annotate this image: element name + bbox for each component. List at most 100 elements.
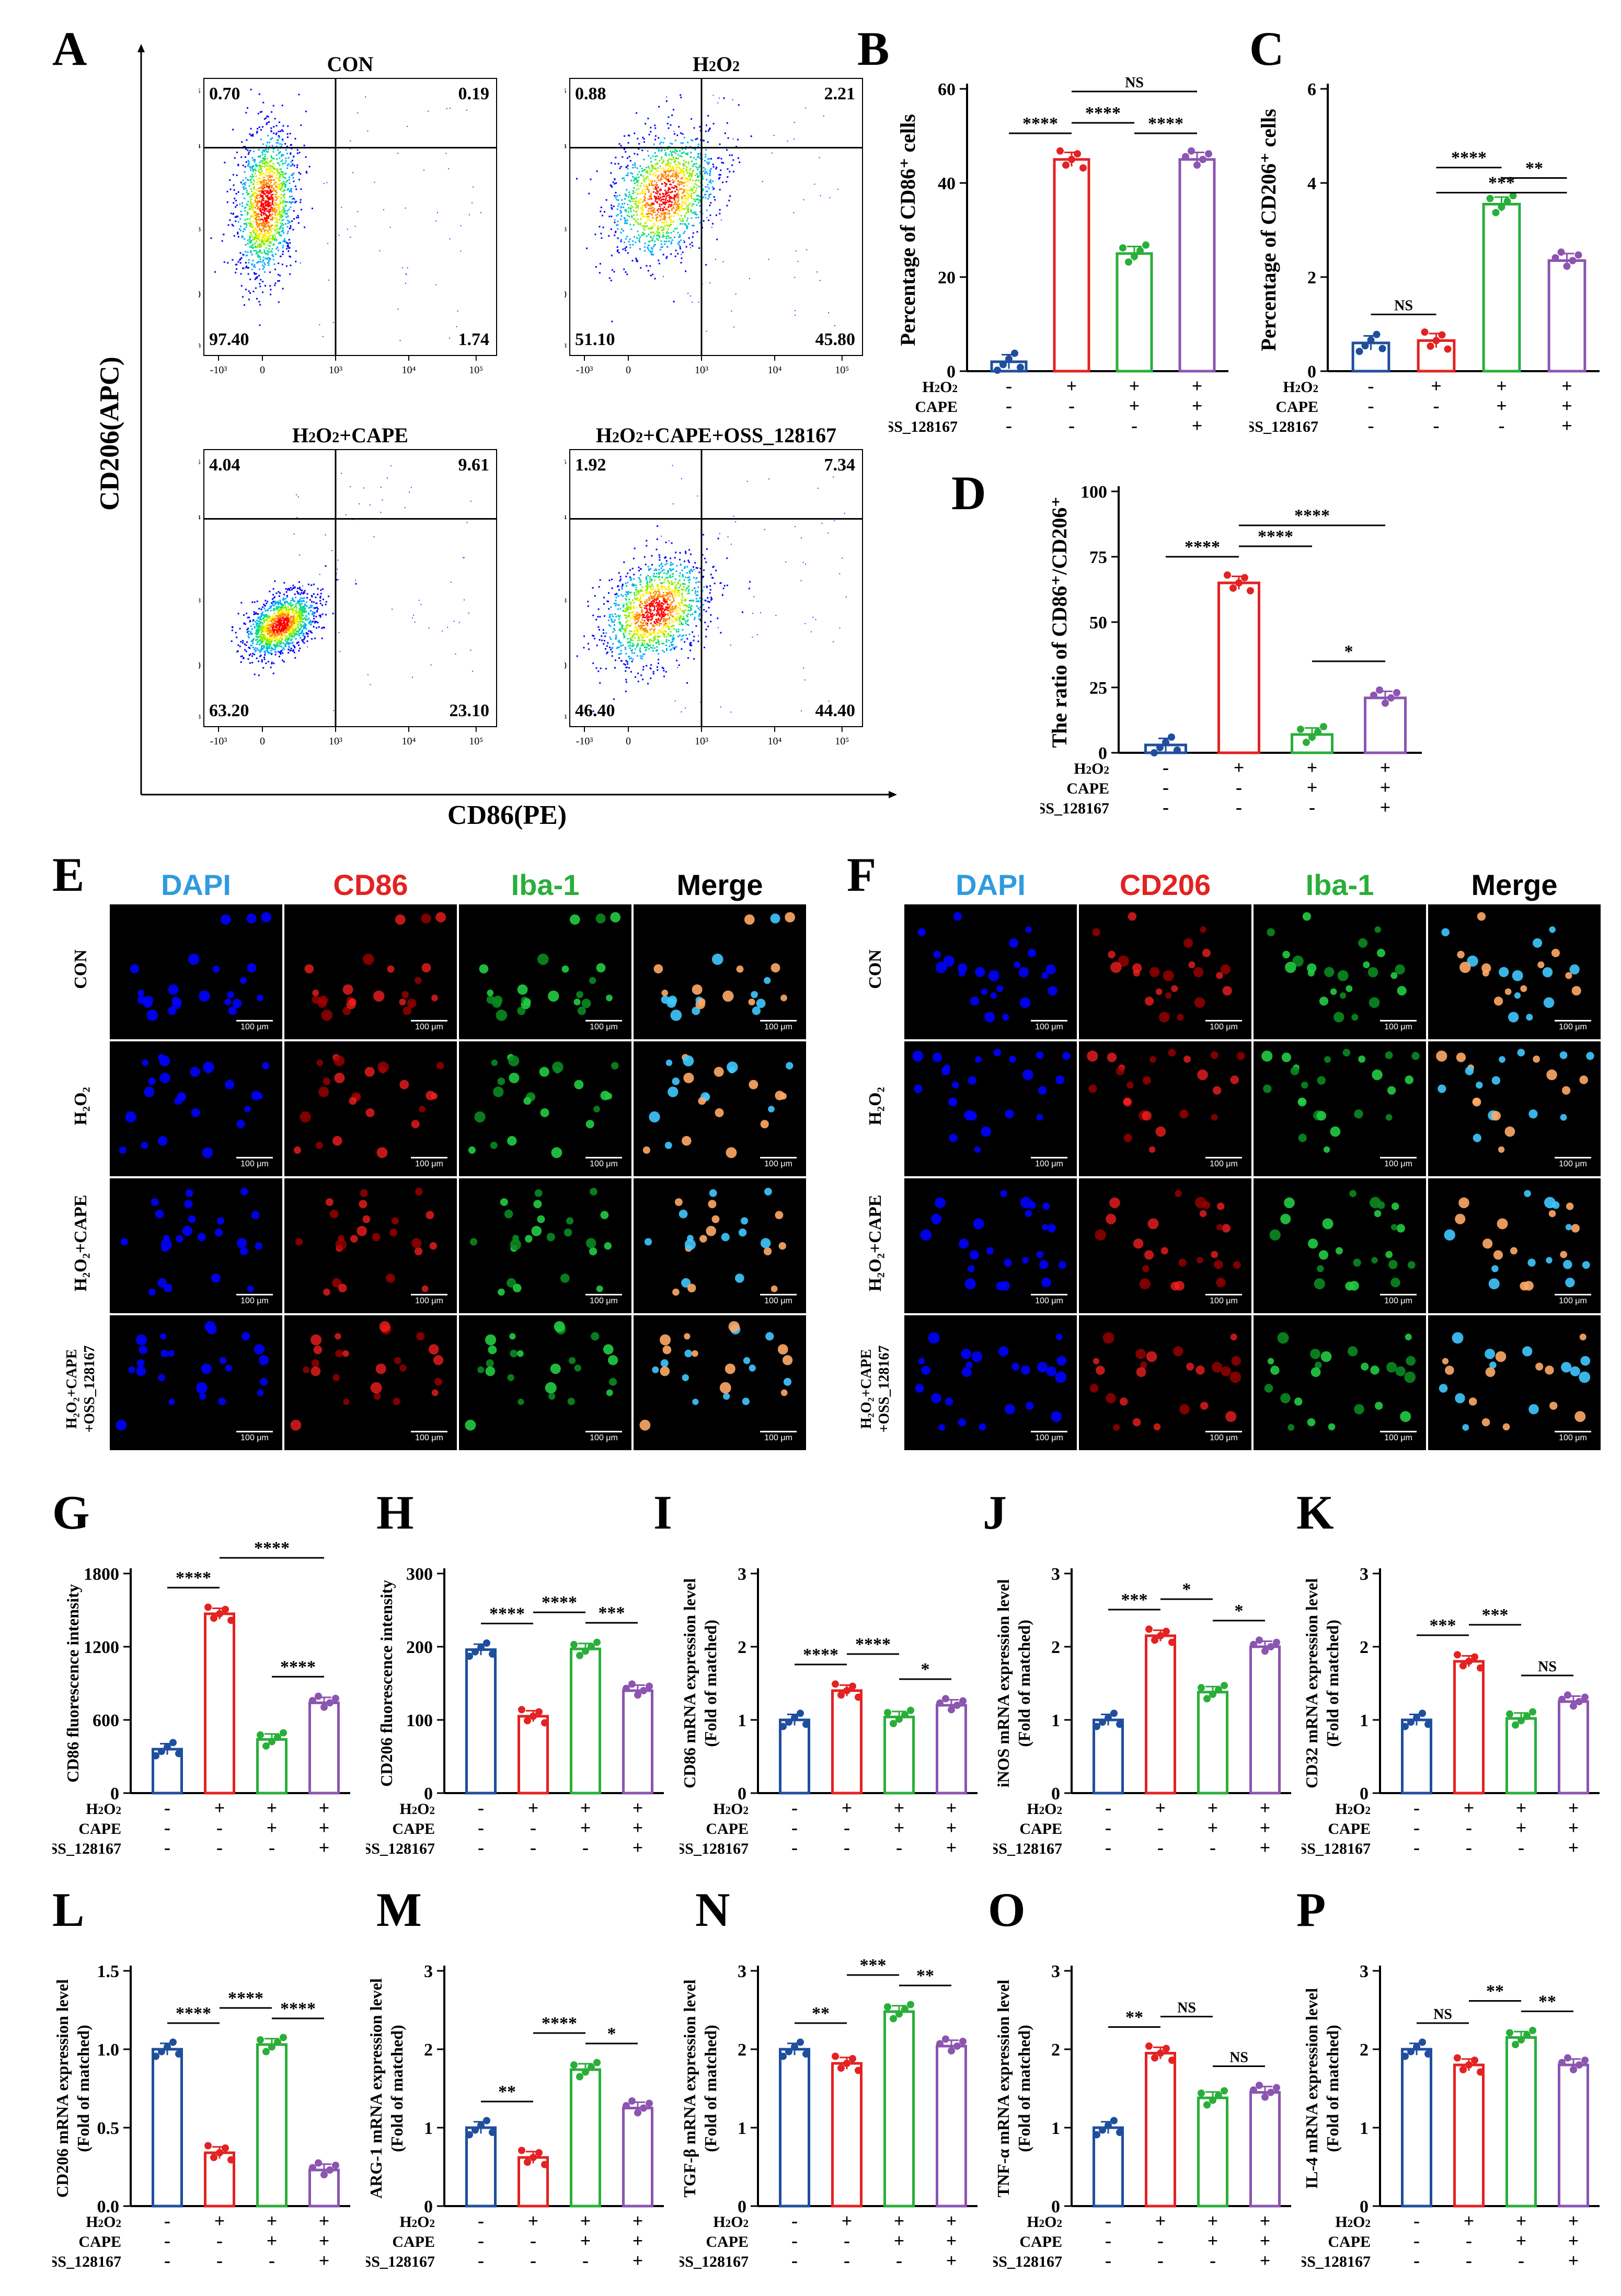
event-dot bbox=[237, 261, 239, 263]
event-dot bbox=[627, 211, 629, 213]
event-dot bbox=[268, 615, 270, 617]
event-dot bbox=[660, 208, 662, 210]
event-dot bbox=[293, 631, 295, 633]
event-dot bbox=[266, 205, 268, 207]
event-dot bbox=[287, 220, 289, 222]
event-dot bbox=[650, 227, 652, 229]
event-dot bbox=[313, 613, 315, 615]
event-dot bbox=[286, 153, 288, 155]
event-dot bbox=[252, 170, 254, 173]
event-dot bbox=[695, 590, 697, 592]
event-dot bbox=[258, 223, 260, 225]
event-dot bbox=[664, 623, 666, 625]
event-dot bbox=[327, 243, 329, 244]
event-dot bbox=[236, 152, 238, 154]
event-dot bbox=[313, 607, 315, 609]
event-dot bbox=[657, 196, 659, 198]
event-dot bbox=[281, 223, 283, 225]
event-dot bbox=[423, 169, 425, 171]
event-dot bbox=[646, 225, 648, 227]
event-dot bbox=[271, 625, 273, 627]
event-dot bbox=[675, 209, 677, 211]
event-dot bbox=[637, 591, 639, 593]
event-dot bbox=[473, 186, 474, 188]
event-dot bbox=[702, 176, 704, 178]
event-dot bbox=[298, 588, 301, 590]
event-dot bbox=[287, 613, 289, 615]
event-dot bbox=[652, 211, 654, 213]
event-dot bbox=[263, 191, 265, 193]
event-dot bbox=[325, 565, 327, 567]
event-dot bbox=[670, 237, 672, 239]
event-dot bbox=[262, 185, 265, 187]
event-dot bbox=[304, 607, 306, 610]
event-dot bbox=[290, 648, 292, 650]
event-dot bbox=[259, 156, 261, 158]
event-dot bbox=[259, 656, 261, 658]
event-dot bbox=[608, 614, 611, 616]
event-dot bbox=[235, 192, 237, 194]
event-dot bbox=[693, 164, 695, 166]
event-dot bbox=[637, 201, 639, 203]
event-dot bbox=[611, 162, 613, 164]
event-dot bbox=[659, 209, 661, 211]
event-dot bbox=[294, 633, 296, 635]
event-dot bbox=[289, 621, 291, 623]
event-dot bbox=[265, 200, 267, 202]
event-dot bbox=[235, 220, 237, 222]
event-dot bbox=[698, 175, 700, 177]
event-dot bbox=[269, 161, 271, 163]
event-dot bbox=[263, 151, 265, 153]
event-dot bbox=[653, 171, 656, 174]
event-dot bbox=[651, 166, 653, 168]
event-dot bbox=[263, 234, 265, 236]
event-dot bbox=[250, 234, 252, 236]
event-dot bbox=[256, 619, 258, 622]
event-dot bbox=[332, 322, 334, 323]
event-dot bbox=[635, 257, 637, 259]
event-dot bbox=[678, 592, 680, 594]
event-dot bbox=[678, 604, 680, 606]
flow-plot-frame bbox=[203, 78, 497, 356]
event-dot bbox=[405, 207, 406, 209]
event-dot bbox=[651, 639, 653, 641]
event-dot bbox=[280, 606, 282, 609]
event-dot bbox=[299, 618, 301, 621]
event-dot bbox=[636, 181, 638, 183]
event-dot bbox=[708, 194, 710, 196]
event-dot bbox=[255, 621, 257, 623]
event-dot bbox=[268, 624, 270, 626]
event-dot bbox=[685, 153, 687, 155]
event-dot bbox=[660, 200, 662, 202]
event-dot bbox=[270, 635, 272, 637]
event-dot bbox=[248, 208, 250, 210]
event-dot bbox=[274, 185, 277, 187]
event-dot bbox=[271, 137, 273, 139]
event-dot bbox=[711, 226, 712, 228]
event-dot bbox=[641, 611, 643, 613]
event-dot bbox=[648, 133, 650, 135]
event-dot bbox=[663, 196, 665, 198]
event-dot bbox=[313, 617, 315, 619]
event-dot bbox=[650, 619, 652, 621]
event-dot bbox=[708, 196, 710, 198]
event-dot bbox=[646, 213, 648, 215]
event-dot bbox=[245, 148, 247, 150]
event-dot bbox=[629, 223, 631, 225]
event-dot bbox=[620, 240, 622, 243]
event-dot bbox=[310, 610, 312, 612]
event-dot bbox=[248, 193, 250, 195]
event-dot bbox=[679, 163, 681, 165]
event-dot bbox=[675, 157, 677, 159]
event-dot bbox=[259, 625, 261, 627]
event-dot bbox=[250, 625, 252, 627]
event-dot bbox=[723, 97, 725, 99]
event-dot bbox=[627, 214, 629, 216]
event-dot bbox=[617, 604, 619, 606]
event-dot bbox=[245, 644, 247, 646]
event-dot bbox=[266, 122, 268, 124]
event-dot bbox=[243, 182, 245, 185]
event-dot bbox=[272, 208, 274, 210]
event-dot bbox=[284, 186, 286, 188]
event-dot bbox=[255, 287, 257, 289]
